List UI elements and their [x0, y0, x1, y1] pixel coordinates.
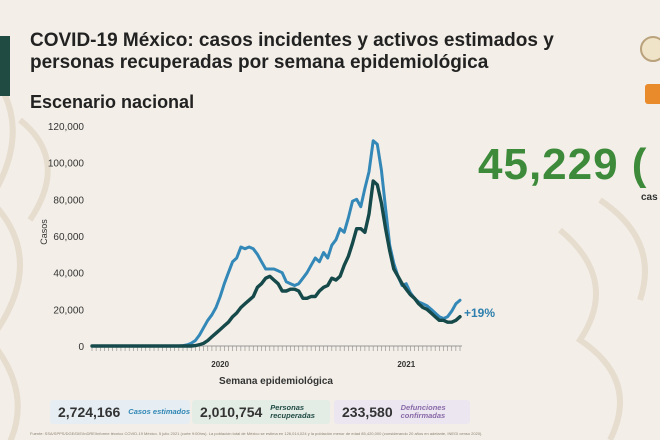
y-tick-label: 60,000 [53, 232, 84, 243]
y-tick-label: 100,000 [48, 159, 85, 170]
source-footnote: Fuente: SSA/SPPS/DGE/DIE/InDRE/Informe t… [30, 431, 483, 436]
percent-change-label: +19% [464, 306, 496, 320]
series-line-activos [90, 179, 462, 348]
highlight-label: cas [641, 192, 658, 203]
y-axis-title: Casos [39, 219, 49, 245]
x-tick-label: 2021 [397, 360, 415, 369]
x-axis-title: Semana epidemiológica [219, 376, 333, 387]
stat-estimated-cases: 2,724,166 Casos estimados [50, 400, 190, 424]
stat-recovered: 2,010,754 Personas recuperadas [192, 400, 330, 424]
orange-tab-icon [645, 84, 660, 104]
left-accent-bar [0, 36, 10, 96]
government-emblem-icon [640, 36, 660, 62]
stat-value: 2,724,166 [58, 404, 121, 420]
page-title: COVID-19 México: casos incidentes y acti… [30, 30, 554, 73]
series-line-casos-estimados [90, 139, 462, 348]
highlight-value: 45,229 ( [478, 140, 648, 189]
page-subtitle: Escenario nacional [30, 92, 195, 112]
x-tick-label: 2020 [211, 360, 229, 369]
stat-label: Defunciones confirmadas [400, 403, 446, 420]
y-tick-label: 20,000 [53, 305, 84, 316]
stat-value: 2,010,754 [200, 404, 263, 420]
stat-deaths: 233,580 Defunciones confirmadas [334, 400, 470, 424]
stat-label: Personas recuperadas [270, 403, 315, 420]
y-tick-label: 40,000 [53, 269, 84, 280]
stat-value: 233,580 [342, 404, 393, 420]
y-tick-label: 0 [78, 342, 84, 353]
y-tick-label: 80,000 [53, 195, 84, 206]
stat-label: Casos estimados [128, 407, 190, 416]
y-tick-label: 120,000 [48, 122, 85, 133]
